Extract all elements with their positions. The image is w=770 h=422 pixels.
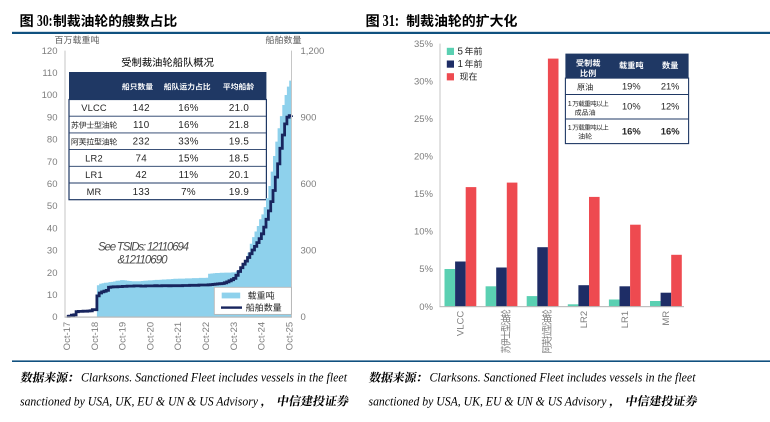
svg-text:LR2: LR2	[579, 311, 590, 328]
svg-text:VLCC: VLCC	[456, 311, 467, 336]
svg-text:30%: 30%	[414, 76, 434, 87]
svg-text:70: 70	[47, 157, 58, 168]
svg-text:21.8: 21.8	[229, 120, 250, 131]
svg-text:Oct-20: Oct-20	[145, 322, 156, 351]
svg-text:5%: 5%	[419, 264, 433, 275]
svg-text:30: 30	[47, 246, 58, 257]
svg-text:1: 1	[568, 99, 572, 108]
svg-text:&12110690: &12110690	[118, 255, 169, 267]
svg-text:15%: 15%	[414, 189, 434, 200]
svg-text:1: 1	[458, 59, 463, 70]
svg-text:80: 80	[47, 135, 58, 146]
svg-text:Oct-24: Oct-24	[257, 322, 268, 351]
svg-text:sanctioned by USA, UK, EU & UN: sanctioned by USA, UK, EU & UN & US Advi…	[369, 394, 607, 408]
svg-text:25%: 25%	[414, 114, 434, 125]
svg-text:0: 0	[301, 312, 306, 323]
svg-text:Oct-18: Oct-18	[90, 322, 101, 351]
svg-text:42: 42	[136, 170, 148, 181]
svg-text:20.1: 20.1	[229, 170, 249, 181]
svg-text:Oct-23: Oct-23	[229, 322, 240, 351]
svg-text:90: 90	[47, 112, 58, 123]
svg-text:19%: 19%	[622, 82, 641, 92]
svg-text:7%: 7%	[181, 187, 196, 198]
svg-text:1,200: 1,200	[301, 46, 325, 57]
svg-text:142: 142	[133, 103, 150, 114]
svg-text:12%: 12%	[661, 101, 680, 111]
svg-text:19.9: 19.9	[229, 187, 249, 198]
svg-text:16%: 16%	[661, 125, 680, 136]
svg-text:60: 60	[47, 179, 58, 190]
svg-text:900: 900	[301, 112, 317, 123]
svg-text:LR1: LR1	[85, 170, 103, 180]
svg-text:40: 40	[47, 223, 58, 234]
svg-text:sanctioned by USA, UK, EU & UN: sanctioned by USA, UK, EU & UN & US Advi…	[20, 394, 258, 408]
svg-text:30:: 30:	[37, 11, 53, 30]
svg-text:11%: 11%	[179, 170, 199, 181]
svg-text:600: 600	[301, 179, 317, 190]
svg-text:19.5: 19.5	[229, 137, 250, 148]
svg-text:0: 0	[52, 312, 57, 323]
svg-text:1: 1	[568, 123, 572, 132]
svg-text:See TSIDs: 12110694: See TSIDs: 12110694	[98, 242, 189, 254]
svg-text:5: 5	[458, 46, 464, 57]
svg-text:Oct-17: Oct-17	[62, 322, 73, 351]
svg-text:10%: 10%	[622, 101, 641, 111]
svg-text:31:: 31:	[383, 11, 400, 30]
svg-text:100: 100	[42, 90, 58, 101]
svg-text:16%: 16%	[178, 103, 199, 114]
svg-text:Oct-22: Oct-22	[201, 322, 212, 351]
svg-text:Clarksons. Sanctioned Fleet in: Clarksons. Sanctioned Fleet includes ves…	[81, 371, 347, 385]
svg-text:MR: MR	[661, 311, 672, 326]
svg-text:110: 110	[133, 120, 150, 131]
svg-text:35%: 35%	[414, 39, 434, 50]
svg-text:LR2: LR2	[85, 153, 103, 163]
svg-text:300: 300	[301, 246, 317, 257]
svg-text:Oct-19: Oct-19	[118, 322, 129, 351]
svg-text:Oct-21: Oct-21	[173, 322, 184, 351]
svg-text:10%: 10%	[414, 227, 434, 238]
svg-text:16%: 16%	[622, 125, 641, 136]
svg-text:21%: 21%	[661, 82, 680, 92]
svg-text:74: 74	[136, 153, 148, 164]
svg-text:20: 20	[47, 268, 58, 279]
svg-text:Clarksons. Sanctioned Fleet in: Clarksons. Sanctioned Fleet includes ves…	[430, 371, 696, 385]
svg-text:110: 110	[42, 68, 57, 79]
svg-text:Oct-25: Oct-25	[284, 322, 295, 351]
svg-text:VLCC: VLCC	[81, 103, 107, 113]
svg-text:10: 10	[47, 290, 58, 301]
svg-text:0%: 0%	[419, 302, 433, 313]
svg-text:33%: 33%	[178, 137, 199, 148]
svg-text:LR1: LR1	[620, 311, 631, 328]
svg-text:16%: 16%	[178, 120, 199, 131]
svg-text:MR: MR	[87, 187, 102, 197]
svg-text:21.0: 21.0	[229, 103, 250, 114]
svg-text:18.5: 18.5	[229, 153, 250, 164]
svg-text:50: 50	[47, 201, 58, 212]
svg-text:20%: 20%	[414, 152, 434, 163]
svg-text:232: 232	[133, 137, 150, 148]
svg-text:120: 120	[42, 46, 58, 57]
svg-text:133: 133	[133, 187, 150, 198]
svg-text:15%: 15%	[178, 153, 199, 164]
